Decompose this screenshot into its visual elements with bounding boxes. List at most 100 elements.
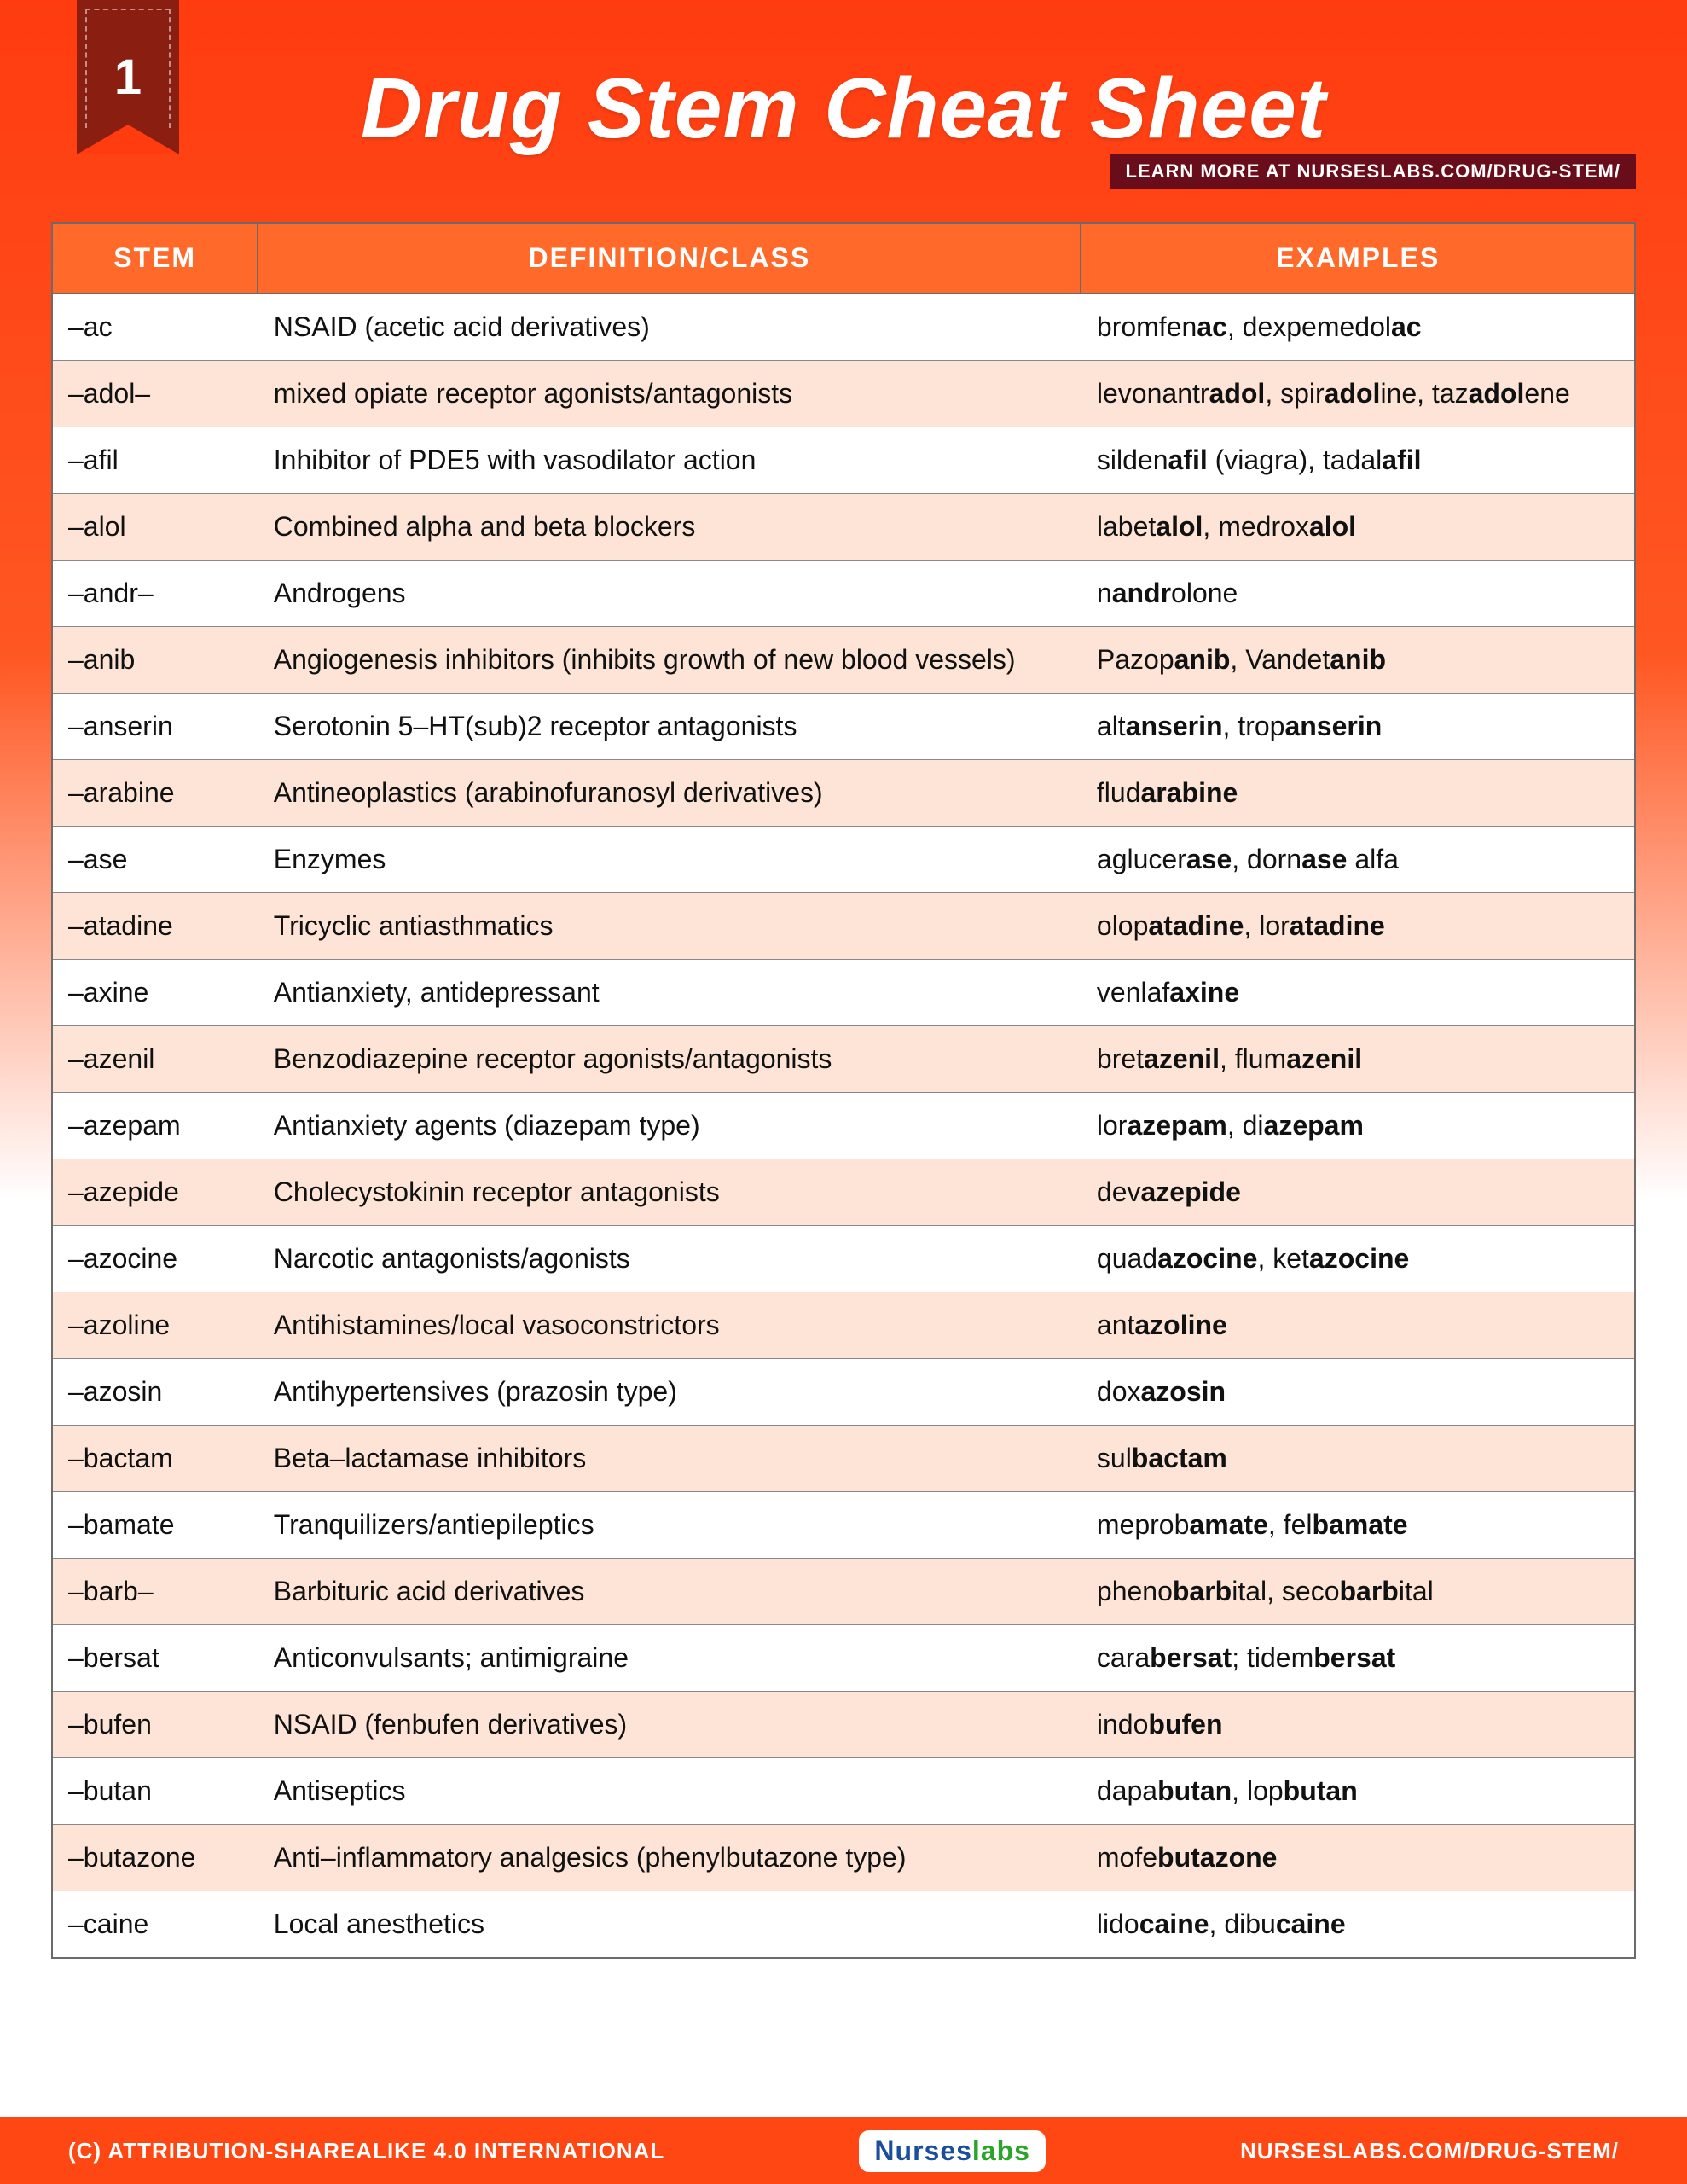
cell-stem: –azepide: [52, 1159, 258, 1226]
cell-examples: olopatadine, loratadine: [1081, 893, 1635, 960]
cell-definition: Local anesthetics: [258, 1891, 1081, 1959]
cheat-sheet-page: 1 Drug Stem Cheat Sheet LEARN MORE AT NU…: [0, 0, 1687, 2184]
table-row: –alolCombined alpha and beta blockerslab…: [52, 494, 1635, 561]
table-row: –andr–Androgensnandrolone: [52, 561, 1635, 627]
table-row: –adol–mixed opiate receptor agonists/ant…: [52, 361, 1635, 427]
cell-definition: Antianxiety agents (diazepam type): [258, 1093, 1081, 1159]
cell-examples: fludarabine: [1081, 760, 1635, 827]
cell-examples: labetalol, medroxalol: [1081, 494, 1635, 561]
cell-stem: –anib: [52, 627, 258, 694]
footer-url: NURSESLABS.COM/DRUG-STEM/: [1240, 2138, 1619, 2164]
col-header-definition: DEFINITION/CLASS: [258, 223, 1081, 293]
table-row: –butanAntisepticsdapabutan, lopbutan: [52, 1758, 1635, 1825]
cell-stem: –azoline: [52, 1292, 258, 1359]
cell-definition: mixed opiate receptor agonists/antagonis…: [258, 361, 1081, 427]
cell-examples: phenobarbital, secobarbital: [1081, 1559, 1635, 1625]
table-row: –azocineNarcotic antagonists/agonistsqua…: [52, 1226, 1635, 1292]
table-row: –caineLocal anestheticslidocaine, dibuca…: [52, 1891, 1635, 1959]
table-row: –arabineAntineoplastics (arabinofuranosy…: [52, 760, 1635, 827]
page-title: Drug Stem Cheat Sheet: [51, 43, 1636, 158]
cell-definition: Antihistamines/local vasoconstrictors: [258, 1292, 1081, 1359]
cell-definition: Inhibitor of PDE5 with vasodilator actio…: [258, 427, 1081, 494]
cell-definition: Antineoplastics (arabinofuranosyl deriva…: [258, 760, 1081, 827]
cell-examples: sulbactam: [1081, 1426, 1635, 1492]
cell-stem: –barb–: [52, 1559, 258, 1625]
cell-examples: carabersat; tidembersat: [1081, 1625, 1635, 1692]
cell-stem: –ac: [52, 293, 258, 361]
learn-more-site: NURSESLABS.COM/DRUG-STEM/: [1297, 160, 1620, 182]
cell-definition: Narcotic antagonists/agonists: [258, 1226, 1081, 1292]
cell-examples: antazoline: [1081, 1292, 1635, 1359]
cell-examples: devazepide: [1081, 1159, 1635, 1226]
cell-stem: –afil: [52, 427, 258, 494]
learn-more-prefix: LEARN MORE AT: [1126, 160, 1297, 182]
cell-definition: Antianxiety, antidepressant: [258, 960, 1081, 1026]
cell-examples: altanserin, tropanserin: [1081, 694, 1635, 760]
cell-examples: aglucerase, dornase alfa: [1081, 827, 1635, 893]
cell-stem: –bamate: [52, 1492, 258, 1559]
cell-stem: –bactam: [52, 1426, 258, 1492]
cell-definition: NSAID (acetic acid derivatives): [258, 293, 1081, 361]
table-body: –acNSAID (acetic acid derivatives)bromfe…: [52, 293, 1635, 1958]
cell-examples: lidocaine, dibucaine: [1081, 1891, 1635, 1959]
cell-examples: venlafaxine: [1081, 960, 1635, 1026]
cell-definition: Antihypertensives (prazosin type): [258, 1359, 1081, 1426]
cell-stem: –atadine: [52, 893, 258, 960]
cell-definition: Tricyclic antiasthmatics: [258, 893, 1081, 960]
page-number-ribbon: 1: [77, 0, 179, 154]
cell-stem: –azepam: [52, 1093, 258, 1159]
cell-stem: –azosin: [52, 1359, 258, 1426]
table-header-row: STEM DEFINITION/CLASS EXAMPLES: [52, 223, 1635, 293]
table-row: –azepideCholecystokinin receptor antagon…: [52, 1159, 1635, 1226]
cell-definition: Benzodiazepine receptor agonists/antagon…: [258, 1026, 1081, 1093]
cell-definition: Angiogenesis inhibitors (inhibits growth…: [258, 627, 1081, 694]
cell-stem: –ase: [52, 827, 258, 893]
cell-examples: sildenafil (viagra), tadalafil: [1081, 427, 1635, 494]
cell-stem: –azocine: [52, 1226, 258, 1292]
cell-definition: Tranquilizers/antiepileptics: [258, 1492, 1081, 1559]
cell-examples: indobufen: [1081, 1692, 1635, 1758]
nurseslabs-logo: Nurseslabs: [859, 2130, 1046, 2172]
cell-examples: meprobamate, felbamate: [1081, 1492, 1635, 1559]
table-row: –aseEnzymesaglucerase, dornase alfa: [52, 827, 1635, 893]
cell-stem: –alol: [52, 494, 258, 561]
cell-stem: –anserin: [52, 694, 258, 760]
cell-stem: –andr–: [52, 561, 258, 627]
cell-examples: mofebutazone: [1081, 1825, 1635, 1891]
cell-stem: –caine: [52, 1891, 258, 1959]
table-row: –anibAngiogenesis inhibitors (inhibits g…: [52, 627, 1635, 694]
table-row: –bufenNSAID (fenbufen derivatives)indobu…: [52, 1692, 1635, 1758]
cell-stem: –bufen: [52, 1692, 258, 1758]
logo-part-labs: labs: [972, 2135, 1030, 2167]
table-row: –acNSAID (acetic acid derivatives)bromfe…: [52, 293, 1635, 361]
cell-definition: Cholecystokinin receptor antagonists: [258, 1159, 1081, 1226]
cell-definition: Androgens: [258, 561, 1081, 627]
cell-examples: quadazocine, ketazocine: [1081, 1226, 1635, 1292]
cell-examples: levonantradol, spiradoline, tazadolene: [1081, 361, 1635, 427]
cell-examples: Pazopanib, Vandetanib: [1081, 627, 1635, 694]
table-row: –azenilBenzodiazepine receptor agonists/…: [52, 1026, 1635, 1093]
col-header-examples: EXAMPLES: [1081, 223, 1635, 293]
logo-part-nurses: Nurses: [874, 2135, 972, 2167]
cell-definition: Enzymes: [258, 827, 1081, 893]
table-row: –azolineAntihistamines/local vasoconstri…: [52, 1292, 1635, 1359]
cell-definition: Anti–inflammatory analgesics (phenylbuta…: [258, 1825, 1081, 1891]
table-row: –anserinSerotonin 5–HT(sub)2 receptor an…: [52, 694, 1635, 760]
table-row: –atadineTricyclic antiasthmaticsolopatad…: [52, 893, 1635, 960]
cell-stem: –axine: [52, 960, 258, 1026]
cell-definition: NSAID (fenbufen derivatives): [258, 1692, 1081, 1758]
table-row: –axineAntianxiety, antidepressantvenlafa…: [52, 960, 1635, 1026]
col-header-stem: STEM: [52, 223, 258, 293]
cell-examples: dapabutan, lopbutan: [1081, 1758, 1635, 1825]
cell-examples: bretazenil, flumazenil: [1081, 1026, 1635, 1093]
cell-examples: lorazepam, diazepam: [1081, 1093, 1635, 1159]
table-row: –barb–Barbituric acid derivativesphenoba…: [52, 1559, 1635, 1625]
table-row: –bamateTranquilizers/antiepilepticsmepro…: [52, 1492, 1635, 1559]
table-row: –azepamAntianxiety agents (diazepam type…: [52, 1093, 1635, 1159]
cell-stem: –arabine: [52, 760, 258, 827]
cell-definition: Anticonvulsants; antimigraine: [258, 1625, 1081, 1692]
learn-more-badge: LEARN MORE AT NURSESLABS.COM/DRUG-STEM/: [1110, 154, 1636, 189]
cell-examples: bromfenac, dexpemedolac: [1081, 293, 1635, 361]
cell-definition: Combined alpha and beta blockers: [258, 494, 1081, 561]
cell-stem: –bersat: [52, 1625, 258, 1692]
